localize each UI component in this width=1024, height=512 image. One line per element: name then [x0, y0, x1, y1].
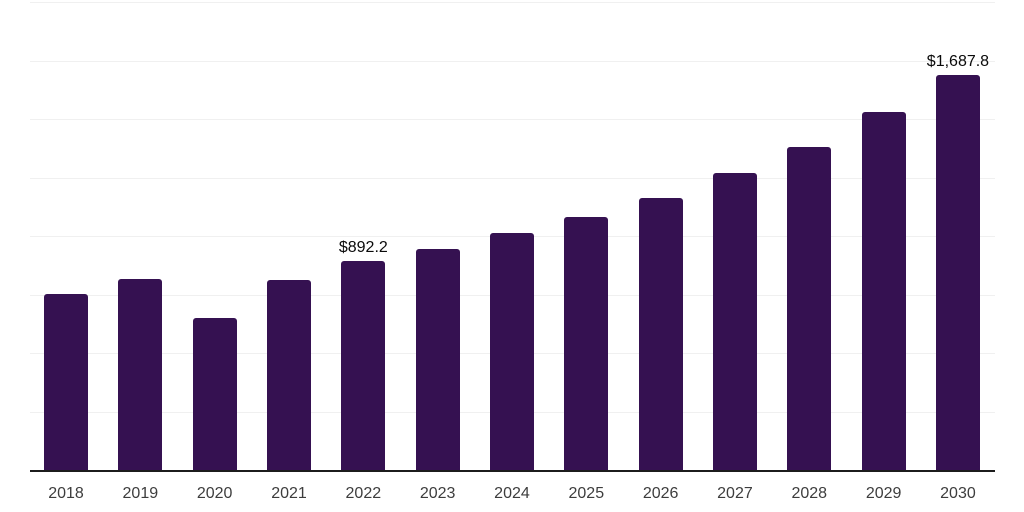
bar-2018[interactable]: [44, 294, 88, 470]
bar-2028[interactable]: [787, 146, 832, 470]
bar-group-2023: [415, 2, 460, 470]
gridline-2000: [30, 2, 995, 3]
bar-2019[interactable]: [118, 278, 163, 470]
bars-layer: $892.2 $1,687.8: [30, 2, 995, 470]
x-tick-label-2022: 2022: [345, 485, 382, 502]
bar-group-2027: [712, 2, 757, 470]
gridline-1250: [30, 177, 995, 179]
x-tick-label-2021: 2021: [271, 485, 307, 502]
bar-2029[interactable]: [861, 111, 906, 470]
x-tick-label-2018: 2018: [48, 485, 84, 502]
x-tick-label-2025: 2025: [568, 485, 605, 502]
bar-group-2019: [118, 2, 163, 470]
bar-group-2020: [192, 2, 237, 470]
x-axis-labels: 2018 2019 2020 2021 2022 2023 2024 2025 2026 2027…: [30, 485, 995, 503]
gridline-1500: [30, 119, 995, 120]
bar-group-2029: [861, 2, 906, 470]
bar-2020[interactable]: [192, 318, 237, 470]
x-tick-label-2024: 2024: [494, 485, 530, 502]
bar-2030[interactable]: [935, 75, 980, 470]
data-label-2030: $1,687.8: [926, 53, 990, 71]
bar-group-2024: [489, 2, 534, 470]
bar-2027[interactable]: [712, 173, 757, 470]
bar-2023[interactable]: [415, 248, 460, 470]
x-tick-label-2029: 2029: [865, 485, 902, 502]
bar-group-2021: [266, 2, 311, 470]
x-tick-label-2030: 2030: [940, 485, 976, 502]
bar-group-2026: [638, 2, 683, 470]
bar-2024[interactable]: [489, 233, 534, 470]
plot-area: $892.2 $1,687.8: [30, 2, 995, 472]
x-tick-label-2023: 2023: [419, 485, 456, 502]
x-tick-label-2027: 2027: [717, 485, 753, 502]
bar-group-2018: [44, 2, 88, 470]
bar-2025[interactable]: [564, 216, 609, 470]
data-label-2022: $892.2: [338, 239, 388, 257]
bar-group-2030: $1,687.8: [927, 2, 989, 470]
x-tick-label-2028: 2028: [791, 485, 828, 502]
bar-group-2022: $892.2: [338, 2, 388, 470]
x-tick-label-2026: 2026: [642, 485, 679, 502]
gridline-1750: [30, 60, 995, 62]
bar-group-2025: [564, 2, 609, 470]
x-tick-label-2019: 2019: [122, 485, 159, 502]
bar-2022[interactable]: [341, 261, 386, 470]
bar-group-2028: [787, 2, 832, 470]
bar-2026[interactable]: [638, 197, 683, 470]
x-tick-label-2020: 2020: [196, 485, 233, 502]
bar-2021[interactable]: [266, 280, 311, 470]
